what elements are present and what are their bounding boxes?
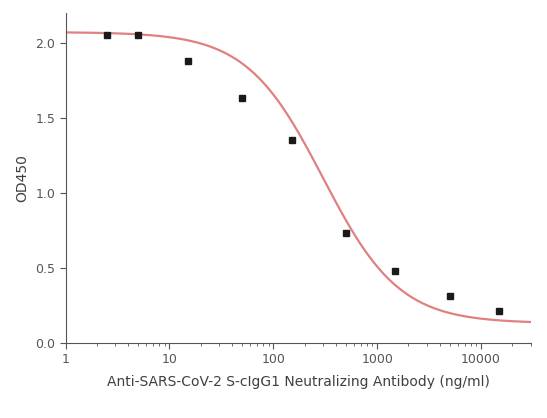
X-axis label: Anti-SARS-CoV-2 S-cIgG1 Neutralizing Antibody (ng/ml): Anti-SARS-CoV-2 S-cIgG1 Neutralizing Ant… [107,375,490,388]
Y-axis label: OD450: OD450 [16,154,30,201]
